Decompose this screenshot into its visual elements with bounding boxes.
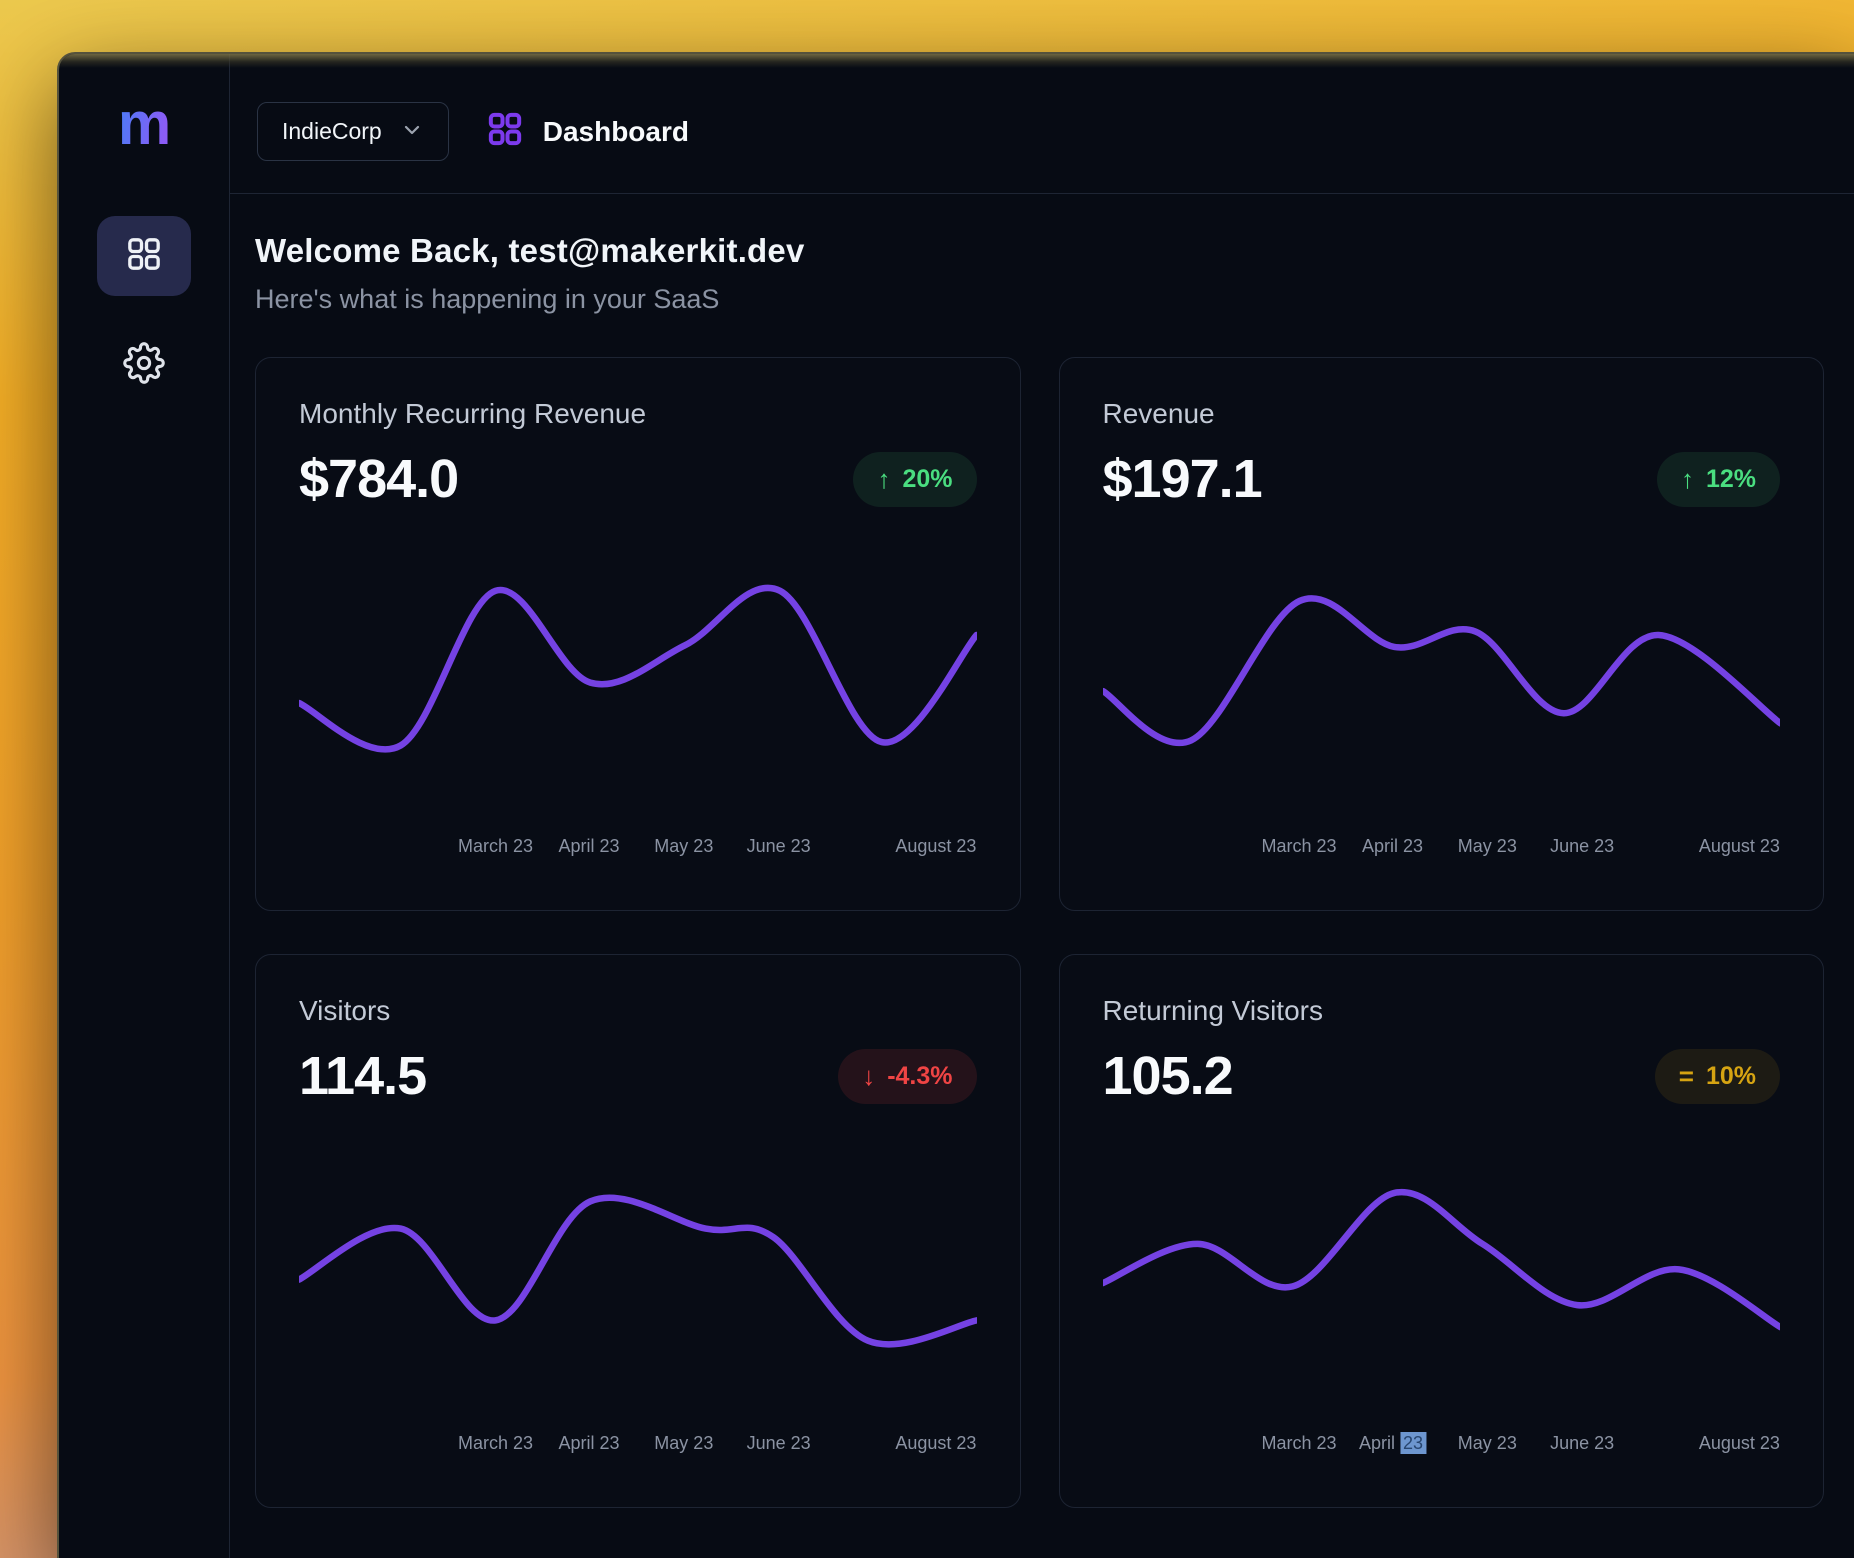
- trend-badge: ↑ 12%: [1656, 451, 1780, 507]
- arrow-down-icon: ↓: [862, 1061, 876, 1091]
- metric-value-row: 105.2 = 10%: [1102, 1045, 1780, 1107]
- x-axis-label: April 23: [558, 1433, 620, 1453]
- chart-line-path: [299, 588, 977, 750]
- app-window: m: [57, 52, 1854, 1558]
- x-axis-labels: March 23 April 23 May 23 June 23 August 23: [1103, 1432, 1781, 1457]
- x-axis-label: April 23: [558, 836, 620, 856]
- trend-label: 12%: [1705, 464, 1756, 493]
- x-axis-label: May 23: [654, 836, 714, 856]
- team-selector-button[interactable]: IndieCorp: [257, 102, 449, 161]
- topbar: IndieCorp Dashboard: [230, 54, 1854, 194]
- metric-value-row: 114.5 ↓ -4.3%: [299, 1045, 977, 1107]
- line-chart: [299, 574, 977, 764]
- team-name: IndieCorp: [282, 118, 382, 144]
- x-axis-label: April 23: [1361, 836, 1423, 856]
- trend-badge: = 10%: [1654, 1048, 1780, 1104]
- dashboard-grid-icon: [485, 109, 525, 154]
- metric-card-title: Monthly Recurring Revenue: [299, 398, 647, 429]
- arrow-up-icon: ↑: [1680, 464, 1694, 494]
- sidebar: m: [59, 54, 230, 1558]
- trend-badge: ↑ 20%: [853, 451, 977, 507]
- metric-card: Monthly Recurring Revenue $784.0 ↑ 20% M…: [255, 357, 1021, 911]
- metric-card: Revenue $197.1 ↑ 12% March 23 April 23 May…: [1058, 357, 1824, 911]
- x-axis-label: March 23: [457, 836, 533, 856]
- trend-label: -4.3%: [887, 1061, 953, 1090]
- sidebar-item-dashboard[interactable]: [97, 216, 191, 296]
- line-chart: [1103, 1171, 1781, 1361]
- page-title: Dashboard: [542, 115, 689, 147]
- x-axis-label: April 23: [1359, 1432, 1426, 1454]
- grid-icon: [124, 234, 164, 279]
- line-chart: [1103, 574, 1781, 764]
- trend-badge: ↓ -4.3%: [838, 1048, 977, 1104]
- metric-card: Returning Visitors 105.2 = 10% March 23 A…: [1058, 954, 1824, 1508]
- metric-card-title: Visitors: [299, 995, 391, 1026]
- metric-card: Visitors 114.5 ↓ -4.3% March 23 April 23 M…: [255, 954, 1021, 1508]
- arrow-up-icon: ↑: [877, 464, 891, 494]
- x-axis-labels: March 23 April 23 May 23 June 23 August 23: [1103, 836, 1781, 860]
- content: Welcome Back, test@makerkit.dev Here's w…: [230, 194, 1854, 1558]
- x-axis-labels: March 23 April 23 May 23 June 23 August 23: [299, 836, 977, 860]
- chart-line-path: [299, 1198, 977, 1345]
- metric-value: $197.1: [1102, 449, 1263, 509]
- sidebar-item-settings[interactable]: [123, 342, 165, 389]
- x-axis-label: June 23: [746, 836, 811, 856]
- x-axis-labels: March 23 April 23 May 23 June 23 August 23: [299, 1433, 977, 1457]
- chart-line-path: [1103, 598, 1781, 743]
- metric-card-title: Revenue: [1102, 398, 1215, 429]
- metric-value: 114.5: [299, 1046, 427, 1106]
- x-axis-label: March 23: [1261, 1433, 1337, 1453]
- metric-value: 105.2: [1102, 1046, 1234, 1106]
- trend-label: 20%: [902, 464, 953, 493]
- x-axis-label: August 23: [1698, 836, 1780, 856]
- selected-text: 23: [1399, 1432, 1426, 1454]
- metric-card-title: Returning Visitors: [1102, 995, 1323, 1026]
- metric-cards-grid: Monthly Recurring Revenue $784.0 ↑ 20% M…: [255, 357, 1824, 1508]
- metric-value: $784.0: [299, 449, 459, 509]
- main-area: IndieCorp Dashboard: [230, 54, 1854, 1558]
- makerkit-logo: m: [117, 90, 171, 157]
- equals-icon: =: [1678, 1061, 1694, 1091]
- x-axis-label: March 23: [1261, 836, 1337, 856]
- page-heading: Dashboard: [485, 109, 689, 154]
- x-axis-label: June 23: [1550, 1433, 1615, 1453]
- x-axis-label: August 23: [1698, 1433, 1780, 1453]
- metric-value-row: $784.0 ↑ 20%: [299, 448, 977, 510]
- welcome-heading: Welcome Back, test@makerkit.dev: [255, 232, 805, 269]
- x-axis-label: May 23: [1457, 1433, 1517, 1453]
- x-axis-label: August 23: [895, 1433, 977, 1453]
- welcome-subtitle: Here's what is happening in your SaaS: [255, 284, 720, 314]
- gear-icon: [123, 342, 165, 389]
- x-axis-label: March 23: [457, 1433, 533, 1453]
- x-axis-label: August 23: [895, 836, 977, 856]
- metric-value-row: $197.1 ↑ 12%: [1102, 448, 1780, 510]
- x-axis-label: May 23: [654, 1433, 714, 1453]
- x-axis-label: June 23: [746, 1433, 811, 1453]
- chevron-down-icon: [400, 118, 424, 145]
- x-axis-label: June 23: [1550, 836, 1615, 856]
- trend-label: 10%: [1705, 1061, 1756, 1090]
- chart-line-path: [1103, 1192, 1781, 1327]
- x-axis-label: May 23: [1457, 836, 1517, 856]
- line-chart: [299, 1171, 977, 1361]
